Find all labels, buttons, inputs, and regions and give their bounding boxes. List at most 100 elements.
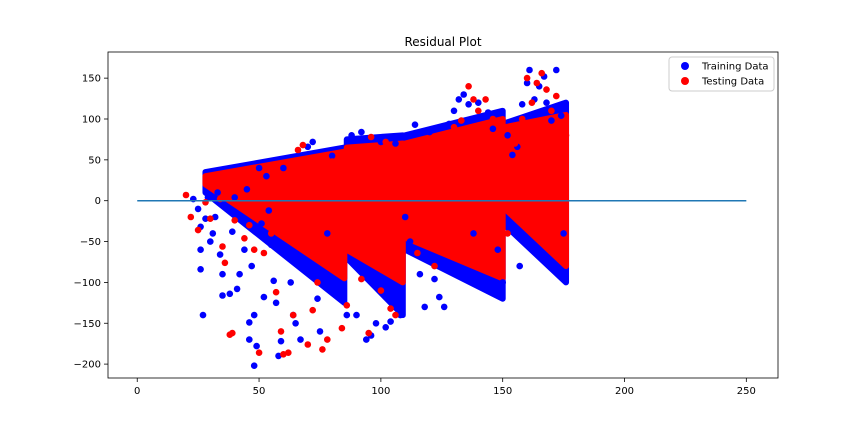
testing-data-point bbox=[294, 146, 302, 154]
testing-data-point bbox=[553, 92, 560, 100]
x-tick-label: 100 bbox=[371, 386, 390, 397]
testing-data-point bbox=[445, 164, 453, 172]
training-data-point bbox=[202, 215, 209, 222]
x-tick-label: 150 bbox=[493, 386, 512, 397]
training-data-point bbox=[470, 230, 477, 237]
y-tick-label: 100 bbox=[82, 114, 101, 125]
training-data-point bbox=[197, 266, 204, 273]
training-data-point bbox=[406, 238, 414, 245]
testing-data-point bbox=[229, 329, 236, 337]
training-data-point bbox=[265, 207, 273, 214]
training-data-point bbox=[207, 238, 214, 245]
training-data-point bbox=[353, 311, 360, 319]
training-data-point bbox=[309, 138, 317, 146]
testing-data-point bbox=[504, 230, 511, 237]
legend: Training Data Testing Data bbox=[668, 56, 775, 92]
testing-data-point bbox=[319, 346, 326, 353]
training-data-point bbox=[241, 246, 248, 253]
training-data-point bbox=[333, 287, 341, 294]
training-data-point bbox=[316, 328, 324, 335]
training-data-point bbox=[253, 342, 260, 350]
testing-data-point bbox=[187, 213, 195, 221]
testing-data-point bbox=[299, 141, 307, 149]
testing-data-point bbox=[458, 117, 465, 124]
training-data-point bbox=[509, 151, 516, 159]
testing-data-point bbox=[194, 226, 202, 234]
x-tick-label: 250 bbox=[737, 386, 756, 397]
training-data-point bbox=[267, 241, 275, 249]
axes-frame bbox=[107, 51, 779, 379]
testing-data-point bbox=[324, 336, 331, 343]
testing-data-point bbox=[338, 324, 346, 332]
training-data-point bbox=[489, 125, 497, 133]
training-data-point bbox=[475, 99, 482, 106]
testing-data-point bbox=[221, 259, 229, 267]
testing-data-point bbox=[548, 107, 555, 115]
training-data-point bbox=[560, 230, 567, 237]
testing-data-point bbox=[438, 135, 446, 142]
legend-label-training: Training Data bbox=[701, 62, 769, 73]
training-data-point bbox=[348, 132, 355, 139]
testing-data-point bbox=[267, 230, 275, 237]
training-data-point bbox=[421, 303, 429, 311]
training-data-point bbox=[382, 324, 390, 331]
training-data-point bbox=[440, 303, 448, 311]
testing-data-point bbox=[353, 230, 360, 237]
training-data-point bbox=[199, 311, 207, 319]
legend-swatch-testing bbox=[681, 77, 689, 85]
training-data-point bbox=[209, 230, 217, 237]
training-data-point bbox=[285, 246, 292, 253]
training-data-point bbox=[328, 152, 336, 160]
training-data-point bbox=[214, 189, 221, 196]
testing-data-point bbox=[250, 246, 258, 253]
testing-dense-band bbox=[343, 140, 406, 286]
training-data-point bbox=[526, 66, 533, 74]
training-data-point bbox=[258, 220, 265, 227]
training-data-point bbox=[372, 320, 380, 327]
testing-data-point bbox=[392, 311, 399, 319]
testing-data-point bbox=[450, 123, 458, 131]
y-axis-ticks: −200 −150 −100 −50 0 50 100 150 bbox=[74, 74, 108, 371]
training-data-point bbox=[280, 164, 287, 172]
training-data-point bbox=[504, 132, 511, 139]
testing-data-point bbox=[414, 249, 421, 257]
testing-data-point bbox=[533, 79, 541, 87]
x-tick-label: 200 bbox=[615, 386, 634, 397]
testing-data-point bbox=[343, 302, 351, 309]
y-tick-label: −100 bbox=[74, 278, 101, 289]
training-data-point bbox=[387, 318, 394, 325]
testing-data-point bbox=[358, 275, 365, 283]
training-data-point bbox=[516, 262, 523, 270]
training-data-point bbox=[324, 230, 331, 237]
training-data-point bbox=[297, 336, 304, 343]
testing-data-point bbox=[523, 74, 531, 82]
training-data-point bbox=[499, 279, 507, 286]
testing-data-point bbox=[489, 115, 497, 123]
training-data-point bbox=[411, 121, 419, 128]
training-data-point bbox=[392, 140, 399, 147]
training-data-point bbox=[260, 293, 268, 301]
training-data-point bbox=[518, 101, 526, 108]
training-data-point bbox=[358, 128, 365, 136]
training-data-point bbox=[343, 311, 351, 319]
training-data-point bbox=[248, 262, 255, 270]
training-data-point bbox=[287, 279, 295, 286]
training-data-point bbox=[219, 292, 226, 299]
testing-data-point bbox=[277, 328, 285, 335]
testing-data-point bbox=[538, 69, 545, 77]
training-data-point bbox=[204, 194, 212, 201]
chart-title: Residual Plot bbox=[404, 35, 481, 49]
training-data-point bbox=[314, 295, 321, 303]
training-data-point bbox=[250, 362, 258, 370]
training-data-point bbox=[292, 320, 299, 327]
testing-data-point bbox=[285, 349, 292, 357]
testing-data-point bbox=[562, 132, 570, 139]
training-data-point bbox=[484, 109, 492, 116]
testing-data-point bbox=[297, 171, 304, 178]
training-data-point bbox=[231, 194, 238, 201]
training-data-point bbox=[401, 213, 409, 221]
training-data-point bbox=[523, 79, 531, 87]
testing-data-point bbox=[372, 143, 380, 151]
